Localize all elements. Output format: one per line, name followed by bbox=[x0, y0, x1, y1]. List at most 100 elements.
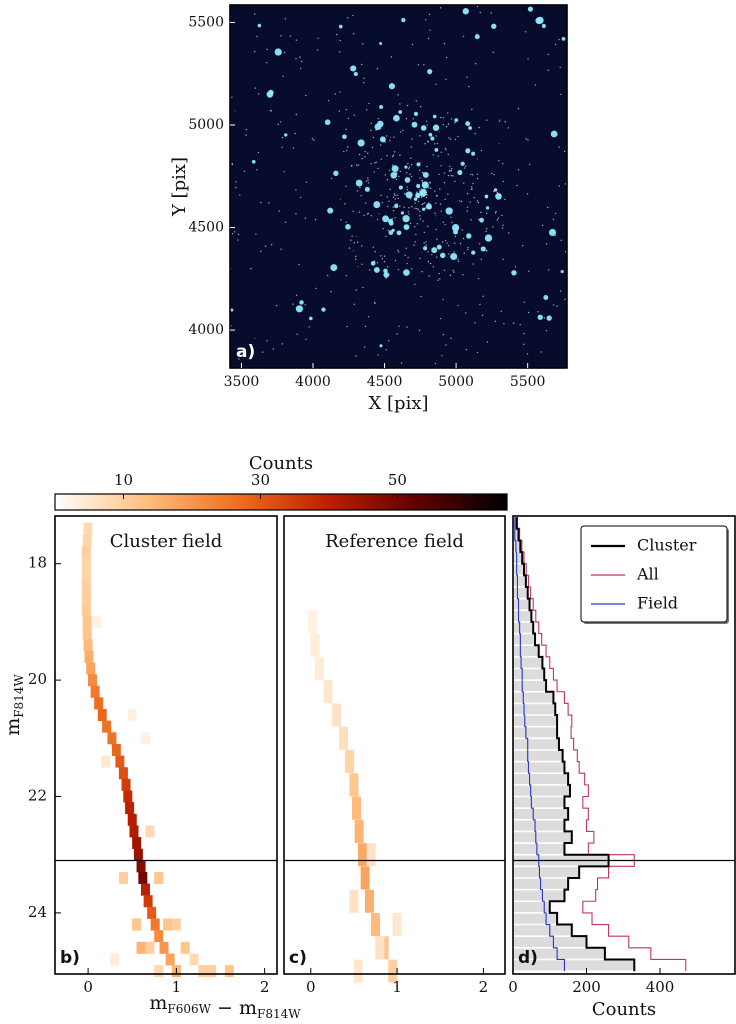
star bbox=[420, 188, 427, 195]
star bbox=[405, 117, 408, 120]
star bbox=[416, 183, 421, 189]
star bbox=[447, 123, 450, 125]
star bbox=[380, 158, 382, 160]
star bbox=[384, 141, 386, 143]
star bbox=[414, 283, 416, 285]
star bbox=[436, 142, 439, 145]
star bbox=[392, 206, 394, 208]
star bbox=[486, 119, 488, 121]
star bbox=[431, 247, 438, 254]
hess-cell bbox=[133, 848, 143, 861]
star bbox=[364, 325, 367, 328]
star bbox=[466, 233, 472, 239]
hess-cell bbox=[118, 767, 128, 780]
star bbox=[540, 351, 543, 353]
star bbox=[300, 196, 302, 199]
star bbox=[547, 269, 550, 271]
star bbox=[560, 93, 562, 96]
star bbox=[346, 325, 348, 328]
star bbox=[443, 172, 446, 174]
star bbox=[402, 215, 410, 223]
legend-box bbox=[580, 525, 728, 623]
colorbar-tick-label: 50 bbox=[388, 471, 407, 489]
hess-cell bbox=[132, 918, 142, 931]
star bbox=[454, 138, 457, 141]
star bbox=[359, 186, 361, 189]
star bbox=[414, 241, 416, 243]
star bbox=[355, 179, 363, 187]
star bbox=[390, 171, 398, 179]
star bbox=[441, 355, 443, 357]
star bbox=[479, 11, 481, 14]
star bbox=[486, 341, 489, 343]
star bbox=[354, 258, 357, 260]
star bbox=[450, 337, 452, 340]
hess-cell bbox=[94, 697, 104, 710]
star bbox=[440, 165, 442, 167]
star bbox=[414, 226, 416, 228]
cluster-bar bbox=[513, 657, 543, 668]
hess-cell bbox=[81, 604, 91, 617]
star bbox=[471, 250, 476, 255]
y-tick-label: 22 bbox=[28, 787, 47, 805]
star bbox=[526, 193, 529, 195]
cluster-bar bbox=[513, 576, 526, 587]
star bbox=[410, 146, 412, 148]
star bbox=[552, 218, 555, 220]
hess-cell bbox=[358, 843, 368, 867]
hess-cell bbox=[392, 913, 402, 937]
star bbox=[389, 136, 391, 138]
star bbox=[459, 242, 462, 245]
star bbox=[416, 223, 419, 225]
star bbox=[432, 124, 440, 131]
star bbox=[495, 193, 502, 200]
star bbox=[374, 302, 376, 305]
star bbox=[346, 149, 348, 152]
star bbox=[387, 205, 389, 208]
star bbox=[253, 13, 256, 15]
cluster-bar bbox=[513, 913, 558, 924]
x-tick-label: 4500 bbox=[367, 374, 403, 390]
star bbox=[387, 229, 390, 232]
star bbox=[498, 160, 500, 162]
cluster-bar bbox=[513, 727, 558, 738]
star bbox=[385, 349, 387, 351]
star bbox=[408, 207, 410, 209]
star bbox=[512, 322, 515, 324]
label-sub: F814W bbox=[257, 1007, 301, 1021]
star bbox=[527, 58, 529, 60]
star bbox=[493, 190, 495, 193]
star bbox=[554, 43, 557, 46]
star bbox=[364, 156, 366, 158]
star bbox=[379, 41, 383, 45]
star bbox=[466, 210, 468, 212]
star bbox=[392, 154, 395, 156]
star bbox=[305, 338, 307, 341]
hess-cell bbox=[143, 895, 153, 908]
star bbox=[563, 150, 566, 153]
star bbox=[410, 163, 413, 166]
star bbox=[257, 93, 260, 95]
cluster-bar bbox=[513, 529, 519, 540]
hess-cell bbox=[150, 918, 160, 931]
hess-cell bbox=[82, 534, 92, 547]
star bbox=[353, 242, 355, 244]
star bbox=[564, 183, 567, 185]
star bbox=[394, 259, 397, 262]
y-tick-label: 24 bbox=[28, 903, 47, 921]
star bbox=[420, 188, 422, 190]
star bbox=[403, 193, 406, 195]
star bbox=[476, 5, 479, 8]
star bbox=[449, 165, 451, 168]
star bbox=[428, 132, 433, 137]
star bbox=[461, 229, 464, 231]
star bbox=[453, 251, 455, 253]
star bbox=[436, 194, 438, 197]
star bbox=[304, 304, 306, 306]
y-axis-label: Y [pix] bbox=[169, 157, 190, 217]
star bbox=[480, 211, 482, 214]
star bbox=[353, 33, 355, 35]
star bbox=[429, 207, 432, 210]
legend-label: Field bbox=[637, 594, 678, 613]
cluster-bar bbox=[513, 669, 545, 680]
